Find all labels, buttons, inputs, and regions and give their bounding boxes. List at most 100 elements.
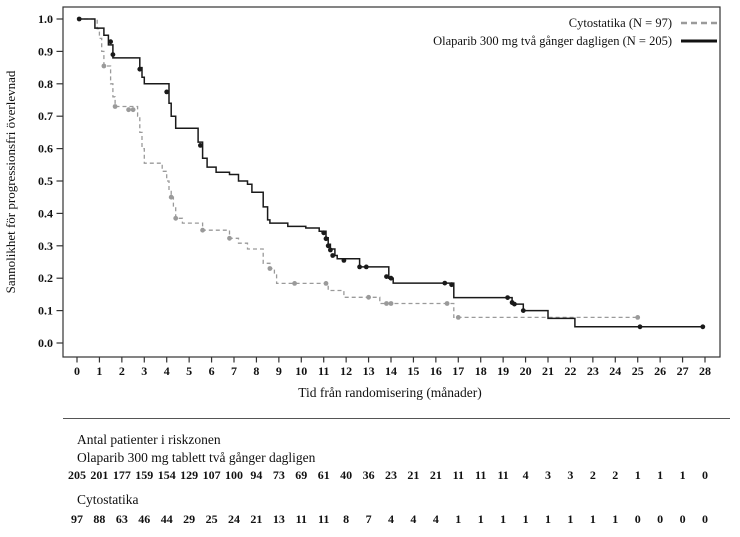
censor-mark [449, 282, 454, 288]
risk-count: 2 [612, 468, 619, 482]
y-tick-label: 0.1 [38, 304, 53, 318]
risk-count: 1 [634, 468, 641, 482]
x-tick-label: 8 [253, 364, 259, 378]
risk-count: 8 [343, 512, 350, 526]
risk-table-divider [63, 418, 730, 419]
x-tick-label: 20 [520, 364, 532, 378]
risk-table-title: Antal patienter i riskzonen [77, 432, 221, 447]
y-tick-label: 0.8 [38, 77, 53, 91]
risk-count: 2 [589, 468, 596, 482]
y-tick-label: 0.7 [38, 109, 53, 123]
risk-count: 11 [475, 468, 487, 482]
risk-count: 24 [228, 512, 240, 526]
risk-count: 201 [90, 468, 109, 482]
risk-count: 11 [452, 468, 464, 482]
risk-count: 11 [497, 468, 509, 482]
risk-count: 61 [317, 468, 330, 482]
risk-count: 46 [138, 512, 151, 526]
censor-mark [198, 143, 203, 148]
risk-count: 100 [225, 468, 243, 482]
risk-count: 69 [295, 468, 308, 482]
x-tick-label: 28 [699, 364, 711, 378]
legend-label-olaparib: Olaparib 300 mg två gånger dagligen (N =… [433, 34, 672, 48]
censor-mark [325, 243, 331, 249]
censor-mark [512, 301, 517, 307]
risk-count: 1 [545, 512, 551, 526]
x-tick-label: 13 [363, 364, 375, 378]
x-tick-label: 19 [497, 364, 509, 378]
risk-count: 0 [702, 468, 708, 482]
censor-mark [444, 301, 450, 306]
risk-count: 25 [205, 512, 218, 526]
x-tick-label: 17 [452, 364, 464, 378]
censor-mark [323, 281, 329, 286]
x-tick-label: 12 [340, 364, 352, 378]
censor-mark [635, 315, 641, 320]
y-tick-label: 0.9 [38, 44, 53, 58]
risk-count: 4 [410, 512, 417, 526]
censor-mark [110, 52, 116, 57]
x-tick-label: 23 [587, 364, 599, 378]
risk-count: 1 [612, 512, 619, 526]
risk-count: 1 [477, 512, 484, 526]
risk-count: 44 [160, 512, 173, 526]
censor-mark [328, 247, 333, 253]
km-curve-olaparib [77, 18, 703, 328]
risk-count: 21 [407, 468, 420, 482]
x-tick-label: 6 [209, 364, 215, 378]
censor-mark [357, 264, 362, 270]
risk-count: 4 [432, 512, 439, 526]
risk-count: 21 [250, 512, 263, 526]
censor-mark [330, 253, 336, 258]
risk-count: 1 [589, 512, 596, 526]
x-tick-label: 11 [318, 364, 329, 378]
y-axis-title: Sannolikhet för progressionsfri överlevn… [3, 70, 18, 293]
censor-mark [505, 295, 510, 300]
censor-mark [455, 315, 461, 320]
risk-count: 0 [634, 512, 641, 526]
censor-mark [366, 294, 371, 300]
risk-count: 13 [272, 512, 285, 526]
survival-curves [76, 16, 706, 330]
censor-mark [384, 274, 389, 279]
x-tick-label: 25 [632, 364, 644, 378]
risk-count: 154 [157, 468, 176, 482]
censor-mark [363, 264, 369, 270]
legend-label-cytostatika: Cytostatika (N = 97) [569, 16, 672, 30]
x-tick-label: 10 [295, 364, 307, 378]
censor-mark [700, 324, 706, 330]
risk-count: 0 [657, 512, 664, 526]
x-tick-label: 7 [231, 364, 237, 378]
risk-count: 23 [385, 468, 397, 482]
risk-count: 107 [202, 468, 221, 482]
censor-mark [442, 280, 448, 286]
y-tick-label: 1.0 [38, 12, 53, 26]
y-tick-label: 0.4 [38, 206, 53, 220]
censor-mark [384, 301, 389, 306]
censor-mark [112, 104, 118, 109]
censor-mark [173, 215, 179, 221]
risk-count: 0 [702, 512, 708, 526]
risk-count: 1 [455, 512, 462, 526]
censor-mark [130, 107, 136, 113]
x-tick-label: 4 [164, 364, 170, 378]
x-tick-label: 24 [609, 364, 621, 378]
x-tick-label: 16 [430, 364, 442, 378]
risk-count: 177 [112, 468, 131, 482]
censor-mark [388, 301, 394, 306]
censor-mark [267, 266, 273, 271]
y-tick-label: 0.5 [38, 174, 53, 188]
risk-count: 21 [429, 468, 442, 482]
risk-count: 29 [183, 512, 196, 526]
x-tick-label: 18 [475, 364, 487, 378]
risk-count: 205 [68, 468, 86, 482]
censor-mark [164, 89, 170, 95]
km-curve-cytostatika [77, 18, 638, 319]
censor-mark [637, 324, 643, 330]
y-tick-label: 0.3 [38, 239, 53, 253]
risk-count: 11 [318, 512, 330, 526]
risk-count: 129 [180, 468, 199, 482]
censor-mark [292, 281, 297, 286]
x-tick-label: 22 [564, 364, 576, 378]
